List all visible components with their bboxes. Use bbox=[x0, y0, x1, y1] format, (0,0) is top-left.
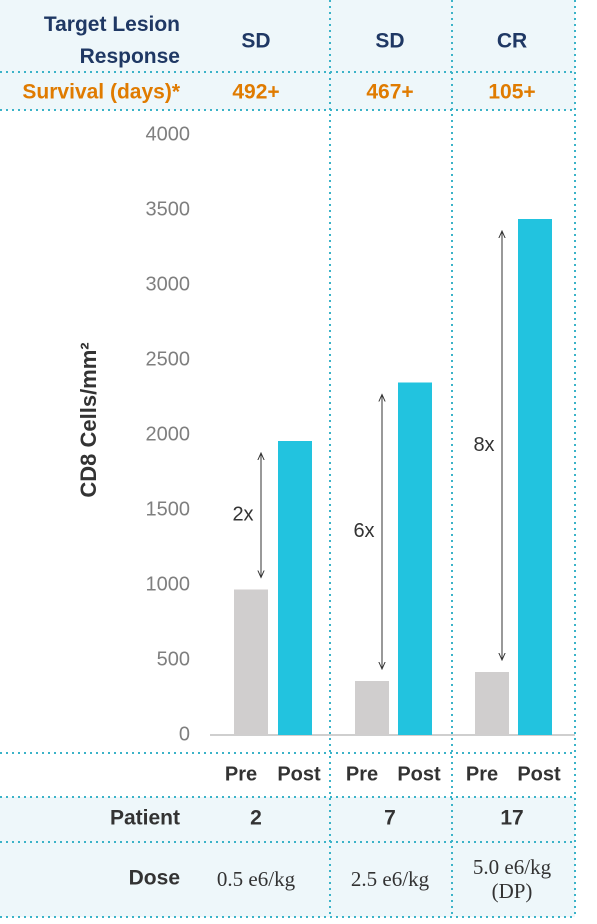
y-tick-label: 4000 bbox=[146, 123, 191, 145]
header-band bbox=[0, 0, 575, 110]
y-tick-label: 500 bbox=[157, 648, 190, 670]
table-cell: SD bbox=[241, 30, 270, 53]
x-tick-label: Post bbox=[277, 763, 321, 785]
y-tick-label: 3500 bbox=[146, 198, 191, 220]
bar bbox=[234, 589, 268, 735]
dose-cell: 0.5 e6/kg bbox=[216, 867, 296, 891]
table-cell: 105+ bbox=[488, 81, 535, 104]
row-label: Patient bbox=[110, 807, 180, 830]
bar bbox=[475, 672, 509, 735]
x-tick-label: Pre bbox=[346, 763, 378, 785]
x-tick-label: Post bbox=[397, 763, 441, 785]
x-tick-label: Pre bbox=[466, 763, 498, 785]
fold-label: 8x bbox=[473, 434, 494, 456]
y-axis-title: CD8 Cells/mm² bbox=[76, 342, 101, 497]
table-cell: 2 bbox=[250, 807, 262, 830]
table-cell: 17 bbox=[500, 807, 523, 830]
table-cell: 467+ bbox=[366, 81, 413, 104]
table-cell: 492+ bbox=[232, 81, 279, 104]
fold-label: 6x bbox=[353, 520, 374, 542]
footer-band bbox=[0, 797, 575, 917]
bar bbox=[518, 219, 552, 735]
x-tick-label: Pre bbox=[225, 763, 257, 785]
row-label: Dose bbox=[129, 867, 180, 890]
bar bbox=[398, 382, 432, 735]
y-tick-label: 2500 bbox=[146, 348, 191, 370]
y-tick-label: 0 bbox=[179, 723, 190, 745]
dose-cell: 5.0 e6/kg (DP) bbox=[472, 855, 552, 903]
table-cell: CR bbox=[497, 30, 527, 53]
bar bbox=[355, 681, 389, 735]
bar bbox=[278, 441, 312, 735]
x-tick-label: Post bbox=[517, 763, 561, 785]
y-tick-label: 1500 bbox=[146, 498, 191, 520]
dose-cell: 2.5 e6/kg bbox=[350, 867, 430, 891]
y-tick-label: 3000 bbox=[146, 273, 191, 295]
row-label: Target Lesion Response bbox=[44, 13, 180, 68]
table-cell: 7 bbox=[384, 807, 396, 830]
y-tick-label: 1000 bbox=[146, 573, 191, 595]
y-tick-label: 2000 bbox=[146, 423, 191, 445]
table-cell: SD bbox=[375, 30, 404, 53]
row-label: Survival (days)* bbox=[22, 81, 180, 104]
fold-label: 2x bbox=[232, 504, 253, 526]
